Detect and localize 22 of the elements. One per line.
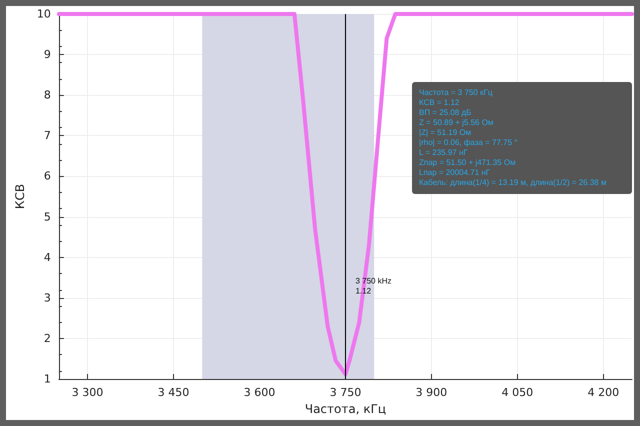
y-tick-label: 2 xyxy=(44,332,51,345)
annotation: 3 750 kHz 1.12 xyxy=(355,276,392,296)
y-tick-label: 3 xyxy=(44,291,51,304)
y-tick-label: 1 xyxy=(44,372,51,386)
x-tick-label: 4 200 xyxy=(588,386,620,399)
y-tick-label: 9 xyxy=(44,48,51,62)
y-tick-label: 7 xyxy=(44,129,51,142)
info-panel: Частота = 3 750 кГц КСВ = 1.12 ВП = 25.08 дБ Z = 50.89 + j5.56 Ом |Z| = 51.19 Ом |rho| = 0.06, фаза = 77.75 ° L = 235.97 нГ Zпар = 51.50 + j471.35 Ом Lпар = 20004.71 нГ Кабель: длина(1/4) = 13.19 м, длина(1/2) = 26.38 м xyxy=(412,82,632,194)
x-tick-label: 3 900 xyxy=(416,386,448,399)
x-tick-label: 3 450 xyxy=(158,386,190,399)
x-tick-label: 3 300 xyxy=(72,386,104,399)
y-tick-label: 5 xyxy=(44,210,51,224)
x-tick-label: 3 600 xyxy=(244,386,276,399)
x-tick-label: 4 050 xyxy=(502,386,534,399)
x-axis-title: Частота, кГц xyxy=(304,402,386,416)
x-tick-label: 3 750 xyxy=(330,386,362,399)
y-tick-label: 10 xyxy=(36,8,51,20)
y-tick-label: 6 xyxy=(44,170,51,183)
y-axis-title: КСВ xyxy=(13,184,27,210)
line-series xyxy=(56,12,634,376)
y-tick-label: 8 xyxy=(44,88,51,102)
y-tick-label: 4 xyxy=(44,250,51,264)
